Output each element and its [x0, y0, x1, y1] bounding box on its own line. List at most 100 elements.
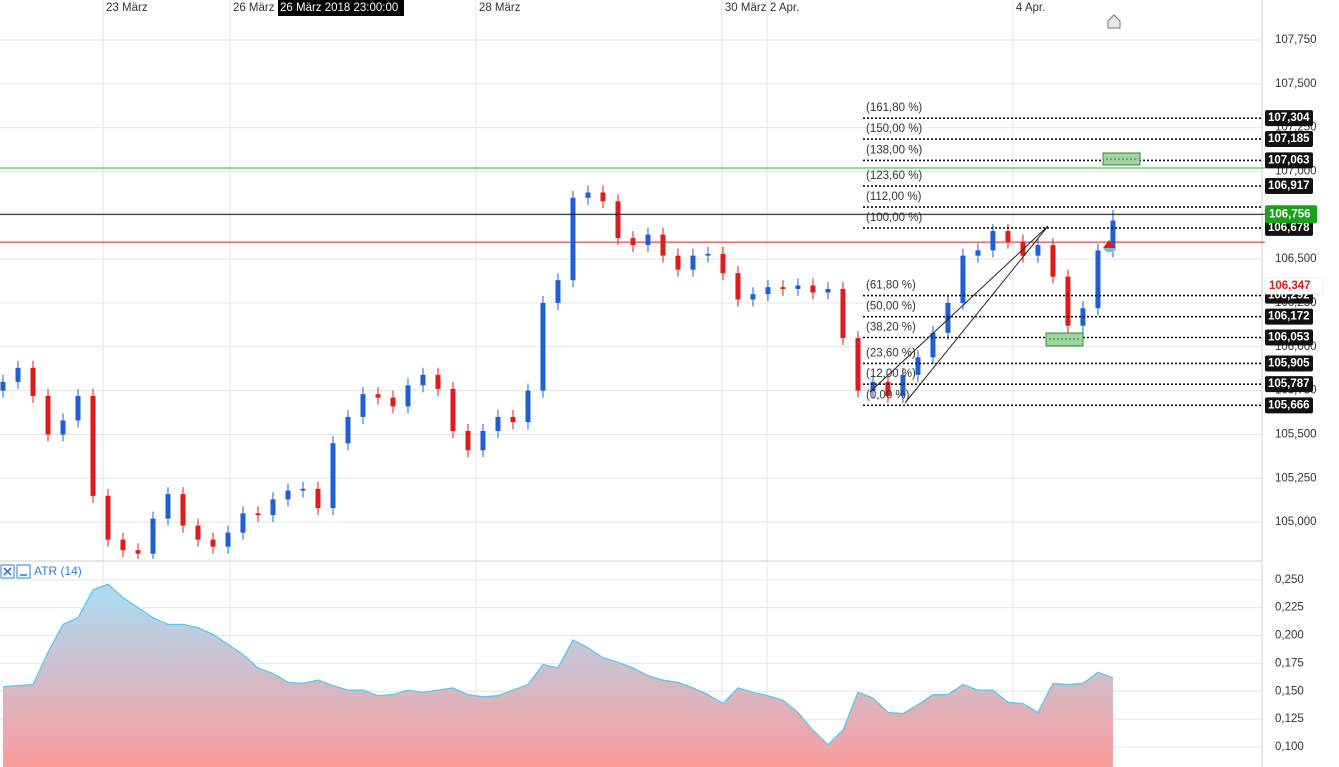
- y-tick-label: 0,150: [1275, 685, 1304, 697]
- minimize-button[interactable]: [16, 564, 31, 579]
- fib-price-label: 107,063: [1268, 154, 1310, 166]
- candle-body: [150, 518, 156, 554]
- indicator-title[interactable]: ATR (14): [34, 564, 82, 578]
- y-tick-label: 107,000: [1275, 166, 1317, 178]
- cursor-label: 26 März 2018 23:00:00: [280, 2, 398, 14]
- candle-body: [195, 525, 201, 540]
- y-tick-label: 0,250: [1275, 574, 1304, 586]
- fib-level-label: (112,00 %): [866, 191, 922, 203]
- fib-level-label: (23,60 %): [866, 347, 916, 359]
- candle-body: [0, 381, 6, 391]
- fib-price-bg: [1265, 376, 1313, 393]
- fib-price-label: 105,666: [1268, 399, 1310, 411]
- candle-body: [240, 513, 246, 533]
- fib-price-label: 107,304: [1268, 112, 1310, 124]
- candle-body: [210, 539, 216, 547]
- candle-body: [990, 231, 996, 251]
- candle-body: [45, 395, 51, 435]
- candle-body: [300, 488, 306, 491]
- y-tick-label: 0,175: [1275, 657, 1304, 669]
- fib-price-bg: [1265, 355, 1313, 372]
- candle-body: [750, 294, 756, 300]
- candle-body: [615, 201, 621, 239]
- candle-body: [375, 394, 381, 398]
- candle-body: [525, 390, 531, 423]
- y-tick-label: 0,125: [1275, 713, 1304, 725]
- trend-line: [869, 225, 1049, 393]
- fib-price-label: 105,787: [1268, 378, 1310, 390]
- candle-body: [450, 388, 456, 431]
- candle-body: [900, 374, 906, 396]
- y-tick-label: 107,500: [1275, 78, 1317, 90]
- fib-level-label: (50,00 %): [866, 301, 916, 313]
- candle-body: [1035, 245, 1041, 256]
- candle-body: [555, 280, 561, 303]
- candle-body: [510, 416, 516, 423]
- candle-body: [915, 357, 921, 375]
- price-pane: [0, 117, 1265, 559]
- candle-body: [870, 381, 876, 391]
- candle-body: [1050, 245, 1056, 277]
- atr-pane: [2, 583, 1114, 767]
- x-tick-label: 28 März: [479, 2, 521, 14]
- y-tick-label: 0,100: [1275, 741, 1304, 753]
- x-tick-label: 23 März: [106, 2, 148, 14]
- x-tick-label: 2 Apr.: [770, 2, 799, 14]
- y-tick-label: 105,250: [1275, 472, 1317, 484]
- candle-body: [360, 394, 366, 417]
- fib-level-label: (123,60 %): [866, 170, 922, 182]
- candle-body: [660, 234, 666, 256]
- candle-body: [840, 288, 846, 339]
- y-tick-label: 107,750: [1275, 34, 1317, 46]
- candle-body: [180, 494, 186, 526]
- trend-line: [904, 225, 1049, 404]
- x-tick-label: 30 März: [725, 2, 767, 14]
- fib-price-bg: [1265, 178, 1313, 195]
- x-tick-label: 4 Apr.: [1016, 2, 1045, 14]
- fib-price-label: 106,053: [1268, 332, 1310, 344]
- alert-marker: [1103, 248, 1116, 252]
- y-tick-label: 107,250: [1275, 122, 1317, 134]
- scroll-home-icon[interactable]: [1107, 14, 1121, 29]
- fib-level-label: (61,80 %): [866, 280, 916, 292]
- fib-price-bg: [1265, 152, 1313, 169]
- x-tick-label: 26 März: [233, 2, 275, 14]
- candle-body: [540, 302, 546, 391]
- candle-body: [135, 550, 141, 554]
- y-tick-label: 105,000: [1275, 516, 1317, 528]
- candle-body: [1095, 250, 1101, 309]
- price-marker-label: 106,756: [1269, 208, 1311, 220]
- fib-price-bg: [1265, 219, 1313, 236]
- candle-body: [330, 443, 336, 509]
- candle-body: [780, 287, 786, 289]
- candle-body: [825, 288, 831, 293]
- fib-price-label: 106,678: [1268, 222, 1310, 234]
- candle-body: [345, 416, 351, 444]
- area-line: [2, 583, 1114, 746]
- candle-body: [630, 238, 636, 246]
- candle-body: [570, 197, 576, 281]
- fib-level-label: (12,00 %): [866, 368, 916, 380]
- candle-body: [315, 488, 321, 509]
- candle-body: [930, 332, 936, 358]
- candle-body: [1005, 231, 1011, 242]
- fib-level-label: (161,80 %): [866, 102, 922, 114]
- y-tick-label: 106,500: [1275, 253, 1317, 265]
- candle-body: [690, 255, 696, 270]
- candle-body: [1065, 276, 1071, 326]
- candle-body: [225, 532, 231, 547]
- candle-body: [405, 385, 411, 407]
- candle-body: [1020, 241, 1026, 256]
- candle-body: [495, 416, 501, 431]
- candle-body: [390, 397, 396, 407]
- candle-body: [270, 499, 276, 516]
- candle-body: [705, 253, 711, 256]
- fib-level-label: (138,00 %): [866, 144, 922, 156]
- price-marker-bg: [1264, 277, 1324, 295]
- candle-body: [585, 192, 591, 198]
- candle-body: [885, 381, 891, 396]
- y-tick-label: 0,225: [1275, 602, 1304, 614]
- candle-body: [105, 495, 111, 540]
- candle-body: [60, 420, 66, 435]
- price-marker-bg: [1265, 205, 1317, 224]
